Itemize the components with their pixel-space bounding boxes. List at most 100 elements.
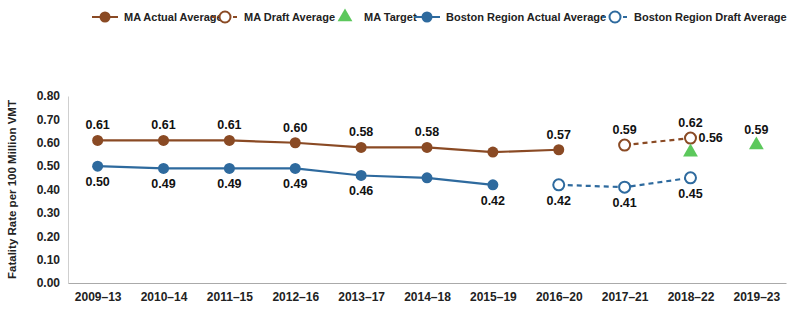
- data-point: [685, 133, 696, 144]
- data-point: [290, 137, 301, 148]
- marker-group: [224, 163, 235, 174]
- x-tick: 2011–15: [207, 283, 253, 304]
- x-tick: 2014–18: [404, 283, 451, 304]
- data-label: 0.58: [349, 125, 373, 139]
- legend-entry: Boston Region Actual Average: [414, 11, 606, 23]
- x-tick-label: 2016–20: [536, 290, 583, 304]
- data-point: [749, 137, 764, 150]
- marker-group: [683, 144, 698, 157]
- x-tick-label: 2010–14: [141, 290, 188, 304]
- data-label: 0.62: [678, 116, 702, 130]
- y-tick-label: 0.80: [37, 89, 61, 103]
- chart: 0.00 0.10 0.20 0.30 0.40 0.50 0.60 0.70 0.80 2009…: [0, 0, 800, 309]
- y-tick-label: 0.30: [37, 206, 61, 220]
- marker-group: [158, 163, 169, 174]
- data-point: [683, 144, 698, 157]
- marker-group: [92, 161, 103, 172]
- marker-group: [92, 135, 103, 146]
- legend-marker-group: [220, 12, 231, 23]
- marker-group: [619, 140, 630, 151]
- y-axis-line: [68, 97, 69, 284]
- marker-group: [749, 137, 764, 150]
- legend-marker: [220, 12, 231, 23]
- x-tick: 2019–23: [733, 283, 780, 304]
- legend-marker: [100, 12, 111, 23]
- data-point: [356, 142, 367, 153]
- data-point: [553, 144, 564, 155]
- marker-group: [422, 142, 433, 153]
- data-label: 0.42: [547, 194, 571, 208]
- x-tick-label: 2017–21: [602, 290, 649, 304]
- marker-group: [685, 133, 696, 144]
- legend-marker-group: [338, 8, 353, 21]
- data-point: [487, 179, 498, 190]
- legend-label: Boston Region Draft Average: [634, 11, 787, 23]
- data-label: 0.45: [678, 187, 702, 201]
- data-point: [356, 170, 367, 181]
- x-tick-label: 2018–22: [668, 290, 715, 304]
- y-tick: 0.40: [37, 183, 68, 197]
- x-tick: 2013–17: [338, 283, 385, 304]
- x-tick-label: 2012–16: [272, 290, 319, 304]
- data-point: [619, 140, 630, 151]
- marker-group: [487, 147, 498, 158]
- y-tick: 0.00: [37, 276, 68, 290]
- data-label: 0.41: [612, 196, 636, 210]
- data-label: 0.58: [415, 125, 439, 139]
- marker-group: [685, 172, 696, 183]
- legend-entry: MA Draft Average: [212, 11, 335, 23]
- x-tick-label: 2019–23: [733, 290, 780, 304]
- marker-group: [553, 179, 564, 190]
- x-axis-line: [69, 283, 787, 284]
- legend-marker: [422, 12, 433, 23]
- data-label: 0.61: [151, 118, 175, 132]
- data-label: 0.60: [283, 121, 307, 135]
- x-tick: 2018–22: [668, 283, 715, 304]
- y-tick: 0.80: [37, 89, 68, 103]
- y-tick: 0.50: [37, 159, 68, 173]
- data-label: 0.49: [151, 177, 175, 191]
- data-point: [619, 182, 630, 193]
- data-point: [290, 163, 301, 174]
- y-tick-label: 0.70: [37, 113, 61, 127]
- plot: 0.00 0.10 0.20 0.30 0.40 0.50 0.60 0.70 0.80 2009…: [37, 89, 787, 303]
- legend-marker-group: [100, 12, 111, 23]
- data-label: 0.61: [217, 118, 241, 132]
- data-point: [487, 147, 498, 158]
- legend-marker-group: [422, 12, 433, 23]
- legend-label: MA Draft Average: [244, 11, 335, 23]
- data-label: 0.49: [283, 177, 307, 191]
- x-tick: 2010–14: [141, 283, 188, 304]
- y-tick: 0.60: [37, 136, 68, 150]
- legend-marker-group: [610, 12, 621, 23]
- x-axis: 2009–13 2010–14 2011–15 2012–16 2013–17 2014–…: [69, 283, 787, 304]
- y-tick: 0.10: [37, 253, 68, 267]
- legend-entry: Boston Region Draft Average: [602, 11, 787, 23]
- marks: [92, 133, 764, 193]
- data-point: [92, 135, 103, 146]
- legend-marker: [338, 8, 353, 21]
- x-tick: 2016–20: [536, 283, 583, 304]
- data-point: [422, 142, 433, 153]
- y-tick: 0.70: [37, 113, 68, 127]
- y-axis-title: Fatality Rate per 100 Million VMT: [6, 100, 18, 279]
- marker-group: [422, 172, 433, 183]
- x-tick: 2015–19: [470, 283, 517, 304]
- x-tick-label: 2013–17: [338, 290, 385, 304]
- marker-group: [619, 182, 630, 193]
- marker-group: [290, 137, 301, 148]
- x-tick: 2017–21: [602, 283, 649, 304]
- y-tick-label: 0.00: [37, 276, 61, 290]
- data-label: 0.59: [612, 123, 636, 137]
- y-tick-label: 0.40: [37, 183, 61, 197]
- data-point: [422, 172, 433, 183]
- legend-entry: MA Actual Average: [92, 11, 223, 23]
- marker-group: [158, 135, 169, 146]
- marker-group: [553, 144, 564, 155]
- y-axis: 0.00 0.10 0.20 0.30 0.40 0.50 0.60 0.70 0.80: [37, 89, 69, 290]
- legend-entry: MA Target: [338, 8, 417, 23]
- y-tick-label: 0.20: [37, 230, 61, 244]
- y-tick: 0.30: [37, 206, 68, 220]
- data-point: [224, 135, 235, 146]
- x-tick: 2009–13: [75, 283, 122, 304]
